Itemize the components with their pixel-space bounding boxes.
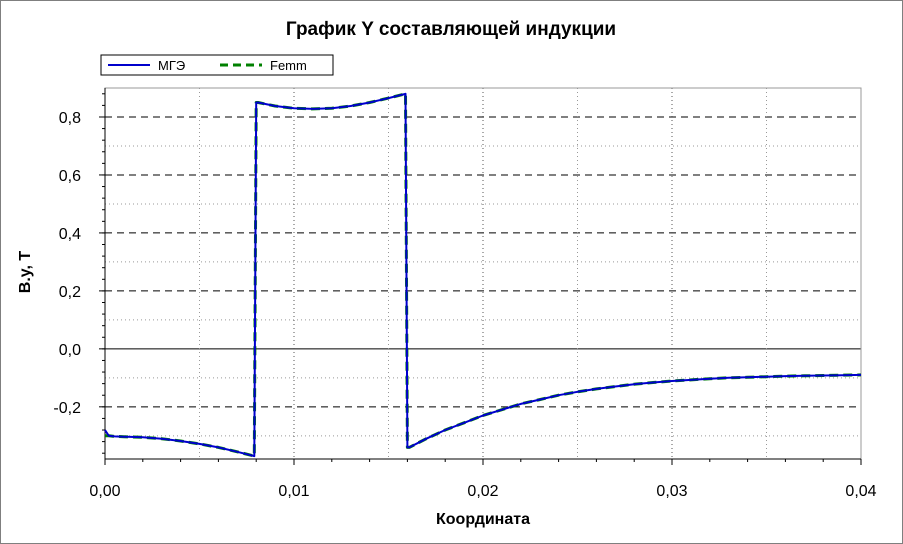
y-tick-label: 0,8 — [59, 110, 81, 127]
legend-label-mge: МГЭ — [158, 58, 185, 73]
series-line-mge — [104, 92, 862, 458]
chart-title: График Y составляющей индукции — [286, 19, 616, 40]
plot-border — [104, 87, 862, 460]
x-tick-label: 0,03 — [656, 483, 687, 500]
x-tick-label: 0,04 — [845, 483, 876, 500]
y-tick-label: 0,0 — [59, 342, 81, 359]
grid — [105, 87, 862, 459]
y-tick-label: 0,4 — [59, 226, 81, 243]
y-tick-label: -0,2 — [53, 400, 81, 417]
y-tick-label: 0,2 — [59, 284, 81, 301]
x-axis-label: Координата — [436, 511, 530, 528]
plot-series — [104, 92, 862, 458]
tick-labels: -0,2 0,0 0,2 0,4 0,6 0,8 0,00 0,01 0,02 0,03 0,04 — [53, 110, 876, 500]
legend-box — [100, 54, 334, 76]
axes — [99, 87, 862, 465]
x-tick-label: 0,00 — [89, 483, 120, 500]
x-tick-label: 0,02 — [467, 483, 498, 500]
legend-label-femm: Femm — [270, 58, 307, 73]
y-tick-label: 0,6 — [59, 168, 81, 185]
y-axis-label: B.y, T — [17, 251, 34, 294]
legend: МГЭ Femm — [100, 54, 334, 76]
x-tick-label: 0,01 — [278, 483, 309, 500]
